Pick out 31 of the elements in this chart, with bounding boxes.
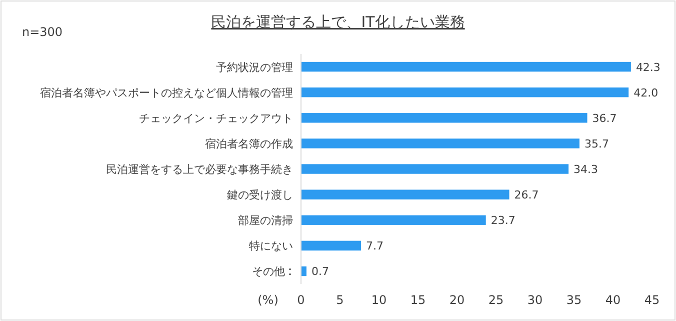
category: 特にない (249, 240, 293, 253)
category: 民泊運営をする上で必要な事務手続き (106, 163, 293, 176)
value-label: 0.7 (311, 265, 329, 278)
tick: 15 (410, 293, 426, 307)
tick: 20 (449, 293, 465, 307)
xlabel: (%) (258, 293, 278, 307)
category: 宿泊者名簿やパスポートの控えなど個人情報の管理 (40, 86, 293, 100)
tick: 35 (566, 293, 582, 307)
value-label: 23.7 (490, 214, 516, 228)
value-label: 26.7 (514, 188, 539, 202)
tick: 40 (605, 293, 621, 307)
tick: 45 (644, 293, 660, 307)
annotation: n=300 (22, 25, 63, 39)
category: 鍵の受け渡し (227, 188, 293, 202)
category: 宿泊者名簿の作成 (205, 137, 293, 150)
tick: 5 (336, 293, 344, 307)
tick: 30 (527, 293, 543, 307)
value-label: 7.7 (366, 240, 384, 253)
value-label: 42.0 (634, 86, 658, 100)
value-label: 36.7 (592, 112, 617, 125)
tick: 25 (488, 293, 504, 307)
category: 予約状況の管理 (216, 60, 293, 74)
tick: 10 (371, 293, 387, 307)
value-label: 42.3 (636, 60, 660, 74)
title: 民泊を運営する上で、IT化したい業務 (211, 13, 465, 31)
category: 部屋の清掃 (238, 214, 293, 228)
value-label: 35.7 (584, 137, 609, 150)
value-label: 34.3 (574, 163, 598, 176)
category: チェックイン・チェックアウト (139, 112, 293, 125)
category: その他 (252, 265, 285, 278)
tick: 0 (297, 293, 305, 307)
